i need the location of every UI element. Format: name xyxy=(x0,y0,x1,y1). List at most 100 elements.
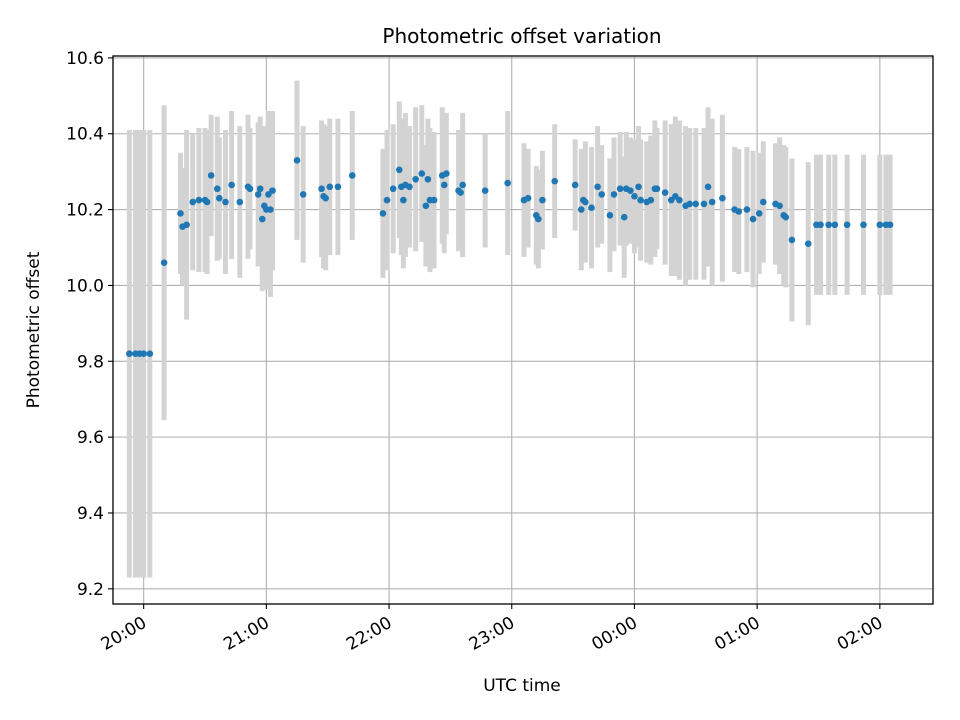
data-point xyxy=(213,185,221,193)
y-tick-label: 9.4 xyxy=(77,504,104,524)
data-point xyxy=(195,196,203,204)
data-point xyxy=(406,183,413,191)
data-point xyxy=(686,200,693,208)
data-point xyxy=(637,196,644,204)
data-point xyxy=(189,198,197,206)
data-point xyxy=(207,172,215,179)
y-tick-label: 9.6 xyxy=(77,428,104,448)
data-point xyxy=(504,179,511,187)
data-point xyxy=(418,170,426,177)
data-point xyxy=(719,194,726,202)
y-tick-label: 10.2 xyxy=(66,201,104,221)
data-point xyxy=(631,193,638,200)
data-point xyxy=(860,221,867,229)
data-point xyxy=(606,211,614,219)
data-point xyxy=(571,181,579,189)
data-point xyxy=(326,183,334,191)
data-point xyxy=(422,202,430,210)
data-point xyxy=(708,198,716,206)
data-point xyxy=(318,185,325,193)
data-point xyxy=(126,350,133,358)
data-point xyxy=(588,204,595,211)
data-point xyxy=(577,206,585,213)
data-point xyxy=(299,191,307,198)
data-point xyxy=(254,191,262,198)
data-point xyxy=(788,236,796,244)
data-point xyxy=(635,183,642,191)
data-point xyxy=(269,187,276,194)
data-point xyxy=(524,194,532,202)
data-point xyxy=(661,189,669,196)
data-point xyxy=(539,196,546,204)
data-point xyxy=(430,196,438,204)
data-point xyxy=(400,196,407,204)
data-point xyxy=(140,350,147,358)
data-point xyxy=(267,206,274,213)
data-point xyxy=(535,215,542,223)
data-point xyxy=(627,187,634,194)
data-point xyxy=(379,210,387,217)
data-point xyxy=(743,206,751,213)
data-point xyxy=(616,185,624,193)
data-point xyxy=(620,213,628,221)
data-point xyxy=(598,191,606,198)
y-tick-label: 10.4 xyxy=(66,125,104,145)
data-point xyxy=(749,215,757,223)
data-point xyxy=(389,185,397,193)
data-point xyxy=(653,185,661,193)
y-tick-label: 10.6 xyxy=(66,49,104,69)
data-point xyxy=(424,175,432,183)
data-point xyxy=(348,172,356,179)
data-point xyxy=(735,208,743,215)
data-point xyxy=(551,177,558,185)
data-point xyxy=(412,175,419,183)
data-point xyxy=(236,198,244,206)
data-point xyxy=(692,200,700,208)
data-point xyxy=(228,181,235,189)
data-point xyxy=(440,181,448,189)
x-axis-label: UTC time xyxy=(483,676,561,696)
data-point xyxy=(817,221,824,229)
data-point xyxy=(160,259,168,266)
data-point xyxy=(246,185,254,193)
data-point xyxy=(582,198,589,206)
data-point xyxy=(322,194,329,202)
data-point xyxy=(183,221,190,229)
data-point xyxy=(825,221,833,229)
y-tick-label: 9.8 xyxy=(77,352,104,372)
data-point xyxy=(222,198,229,206)
data-point xyxy=(459,181,466,189)
data-point xyxy=(146,350,154,358)
y-tick-label: 9.2 xyxy=(77,580,104,600)
data-point xyxy=(610,191,618,198)
data-point xyxy=(457,189,464,196)
data-point xyxy=(886,221,894,229)
data-point xyxy=(759,198,767,206)
data-point xyxy=(876,221,884,229)
y-tick-label: 10.0 xyxy=(66,276,104,296)
data-point xyxy=(293,156,301,164)
data-point xyxy=(383,196,391,204)
data-point xyxy=(177,210,184,217)
data-point xyxy=(647,196,655,204)
data-point xyxy=(203,198,211,206)
data-point xyxy=(334,183,342,191)
y-axis: 9.2 9.4 9.6 9.8 10.0 10.2 10.4 10.6 xyxy=(66,49,113,600)
data-point xyxy=(704,183,712,191)
data-point xyxy=(676,196,683,204)
data-point xyxy=(481,187,489,194)
data-point xyxy=(395,166,403,174)
y-axis-label: Photometric offset xyxy=(24,251,44,408)
data-point xyxy=(782,213,790,221)
data-point xyxy=(700,200,708,208)
data-point xyxy=(594,183,601,191)
data-point xyxy=(256,185,264,193)
plot-frame xyxy=(112,55,934,605)
data-point xyxy=(216,194,223,202)
data-points xyxy=(126,156,894,358)
data-point xyxy=(755,210,763,217)
data-point xyxy=(804,240,812,248)
data-point xyxy=(258,215,266,223)
